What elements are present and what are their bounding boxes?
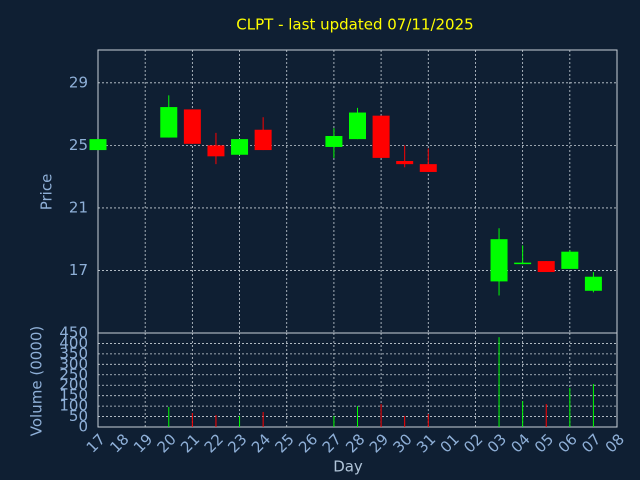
candle-body xyxy=(419,164,437,172)
x-tick-label: 30 xyxy=(389,430,415,456)
x-tick-label: 19 xyxy=(130,430,156,456)
x-axis-label: Day xyxy=(333,458,363,476)
candle-body xyxy=(584,276,602,291)
x-tick-label: 03 xyxy=(484,430,510,456)
x-tick-label: 21 xyxy=(177,430,203,456)
candle-body xyxy=(372,115,390,158)
y-tick-label: 17 xyxy=(69,261,88,279)
y2-tick-label: 50 xyxy=(69,407,88,425)
x-tick-label: 18 xyxy=(106,430,132,456)
y2-tick-label: 450 xyxy=(59,324,88,342)
x-tick-label: 28 xyxy=(342,430,368,456)
y-axis-label: Price xyxy=(38,174,56,211)
candle-body xyxy=(490,239,508,282)
y2-tick-label: 150 xyxy=(59,386,88,404)
x-tick-label: 27 xyxy=(319,430,345,456)
x-tick-label: 29 xyxy=(366,430,392,456)
candle-body xyxy=(160,107,178,138)
y2-tick-label: 350 xyxy=(59,344,88,362)
x-tick-label: 06 xyxy=(555,430,581,456)
x-tick-label: 23 xyxy=(224,430,250,456)
x-tick-label: 02 xyxy=(460,430,486,456)
x-tick-label: 01 xyxy=(437,430,463,456)
y2-tick-label: 250 xyxy=(59,365,88,383)
candle-body xyxy=(349,112,366,140)
x-tick-label: 25 xyxy=(272,430,298,456)
x-tick-label: 08 xyxy=(602,430,628,456)
x-tick-label: 05 xyxy=(531,430,557,456)
y2-tick-label: 200 xyxy=(59,376,88,394)
price-frame xyxy=(97,49,618,334)
y-tick-label: 21 xyxy=(69,198,88,216)
candle-body xyxy=(207,145,225,157)
y2-tick-label: 400 xyxy=(59,334,88,352)
candle-body xyxy=(183,109,201,144)
y-tick-label: 29 xyxy=(69,73,88,91)
x-tick-label: 24 xyxy=(248,430,274,456)
candle-body xyxy=(537,261,555,273)
candle-body xyxy=(561,251,579,269)
candle-body xyxy=(325,135,343,147)
y2-tick-label: 300 xyxy=(59,355,88,373)
y2-axis-label: Volume (0000) xyxy=(28,326,46,436)
candle-body xyxy=(514,262,532,265)
x-tick-label: 22 xyxy=(201,430,227,456)
candle-body xyxy=(396,161,414,165)
x-tick-label: 07 xyxy=(578,430,604,456)
chart-title: CLPT - last updated 07/11/2025 xyxy=(236,16,473,34)
y-tick-label: 25 xyxy=(69,136,88,154)
x-tick-label: 04 xyxy=(507,430,533,456)
x-tick-label: 20 xyxy=(154,430,180,456)
x-tick-label: 26 xyxy=(295,430,321,456)
y2-tick-label: 100 xyxy=(59,397,88,415)
y2-tick-label: 0 xyxy=(78,418,88,436)
x-tick-label: 31 xyxy=(413,430,439,456)
candle-body xyxy=(89,139,107,151)
candle-body xyxy=(254,129,272,151)
candle-body xyxy=(231,139,249,155)
